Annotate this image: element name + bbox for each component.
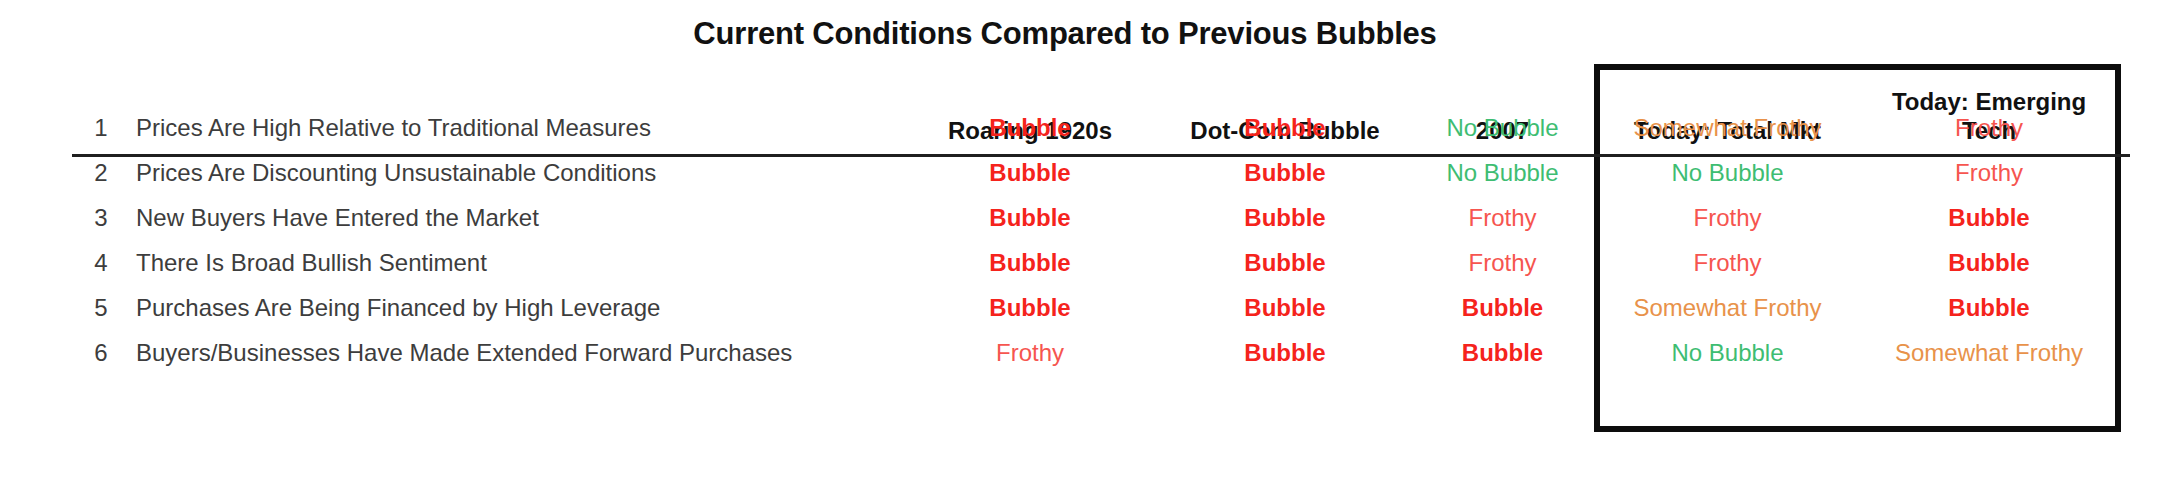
status-cell: Bubble (1860, 195, 2118, 240)
status-cell: Bubble (1860, 240, 2118, 285)
status-cell: Bubble (1160, 195, 1410, 240)
row-number: 4 (72, 240, 130, 285)
status-cell: Bubble (1410, 330, 1595, 375)
row-number: 1 (72, 105, 130, 150)
chart-title: Current Conditions Compared to Previous … (0, 16, 2130, 52)
status-cell: Bubble (900, 195, 1160, 240)
row-label: Purchases Are Being Financed by High Lev… (130, 285, 900, 330)
row-label: Buyers/Businesses Have Made Extended For… (130, 330, 900, 375)
status-cell: Somewhat Frothy (1595, 105, 1860, 150)
status-cell: Bubble (1160, 240, 1410, 285)
row-label: New Buyers Have Entered the Market (130, 195, 900, 240)
row-number: 3 (72, 195, 130, 240)
row-number: 6 (72, 330, 130, 375)
status-cell: Bubble (1160, 330, 1410, 375)
status-cell: Frothy (1595, 195, 1860, 240)
bubble-comparison-figure: Current Conditions Compared to Previous … (0, 0, 2176, 480)
status-cell: Bubble (1160, 105, 1410, 150)
status-cell: Bubble (900, 105, 1160, 150)
row-label: Prices Are High Relative to Traditional … (130, 105, 900, 150)
status-cell: No Bubble (1595, 330, 1860, 375)
header-separator-rule (72, 154, 2130, 157)
status-cell: Somewhat Frothy (1595, 285, 1860, 330)
status-cell: Frothy (1410, 240, 1595, 285)
comparison-table: Roaring 1920s Dot-Com Bubble 2007 Today:… (72, 60, 2118, 375)
status-cell: Bubble (1410, 285, 1595, 330)
status-cell: Frothy (1595, 240, 1860, 285)
status-cell: Bubble (900, 285, 1160, 330)
status-cell: Bubble (900, 240, 1160, 285)
status-cell: No Bubble (1410, 105, 1595, 150)
status-cell: Frothy (1860, 105, 2118, 150)
status-cell: Frothy (900, 330, 1160, 375)
status-cell: Frothy (1410, 195, 1595, 240)
status-cell: Bubble (1160, 285, 1410, 330)
status-cell: Bubble (1860, 285, 2118, 330)
row-number: 5 (72, 285, 130, 330)
row-label: There Is Broad Bullish Sentiment (130, 240, 900, 285)
status-cell: Somewhat Frothy (1860, 330, 2118, 375)
